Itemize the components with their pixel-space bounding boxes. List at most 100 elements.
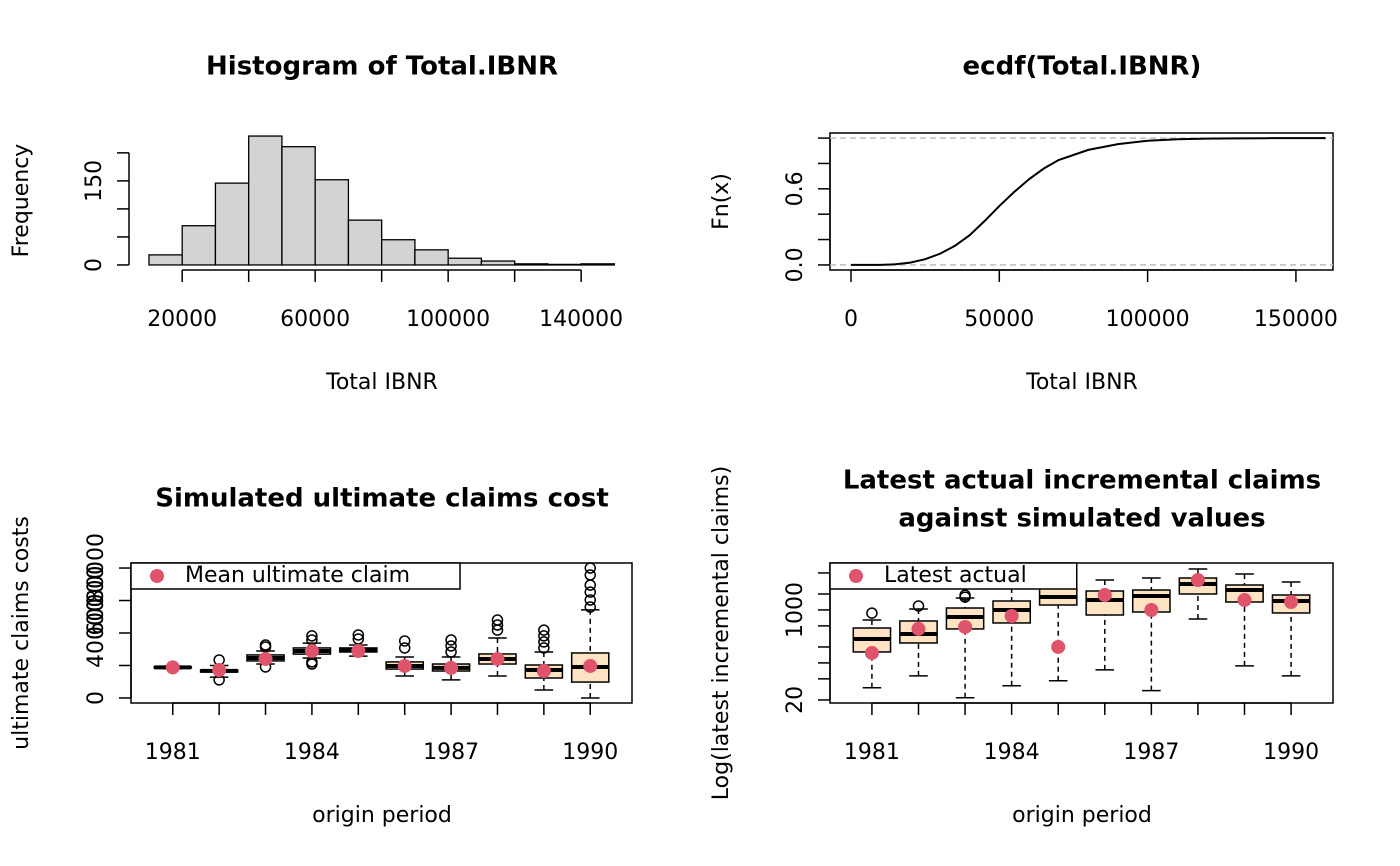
- x-tick-label: 1984: [284, 740, 340, 765]
- legend-label: Latest actual: [884, 563, 1027, 588]
- outlier: [584, 579, 596, 591]
- series-point: [958, 619, 973, 634]
- histogram-bar: [214, 182, 250, 266]
- y-tick-label: 0: [84, 691, 109, 705]
- outlier: [352, 629, 365, 641]
- histogram-bar: [314, 179, 350, 266]
- series-point: [536, 664, 551, 679]
- x-axis-label: Total IBNR: [1025, 370, 1138, 395]
- outlier: [912, 600, 925, 612]
- y-tick-label: 150: [82, 160, 107, 202]
- x-axis-label: origin period: [312, 803, 452, 828]
- y-axis-label: ultimate claims costs: [9, 516, 34, 750]
- series-point: [1051, 639, 1066, 654]
- series-point: [1237, 593, 1252, 608]
- legend-marker: [849, 569, 863, 583]
- outlier: [445, 646, 457, 658]
- histogram-bar: [547, 263, 582, 266]
- outlier: [584, 562, 596, 574]
- y-tick-label: 80000: [84, 533, 109, 603]
- outlier: [538, 642, 550, 654]
- histogram-bar: [381, 239, 416, 266]
- x-tick-label: 100000: [1106, 307, 1190, 332]
- histogram-bar: [447, 257, 483, 266]
- legend-box: [130, 562, 461, 590]
- histogram-bar: [480, 260, 516, 266]
- y-tick-label: 0.0: [783, 247, 808, 282]
- series-point: [1004, 608, 1019, 623]
- series-point: [444, 660, 459, 675]
- series-point: [1097, 588, 1112, 603]
- outlier: [491, 619, 504, 631]
- y-tick-label: 0.6: [783, 171, 808, 206]
- outlier: [584, 601, 596, 613]
- outlier: [398, 635, 411, 647]
- legend-marker: [150, 569, 164, 583]
- y-tick-label: 60000: [84, 566, 109, 636]
- x-tick-label: 20000: [147, 307, 217, 332]
- series-point: [165, 660, 180, 675]
- x-tick-label: 150000: [1254, 307, 1338, 332]
- x-tick-label: 1987: [1123, 740, 1179, 765]
- outlier: [584, 586, 596, 598]
- chart-title: Latest actual incremental claims: [843, 466, 1321, 496]
- outlier: [445, 640, 457, 652]
- outlier: [398, 642, 411, 654]
- series-point: [1190, 573, 1205, 588]
- series-point: [397, 658, 412, 673]
- y-tick-label: 40000: [84, 598, 109, 668]
- histogram-bar: [181, 225, 217, 266]
- histogram-bar: [414, 249, 449, 266]
- series-point: [490, 651, 505, 666]
- x-tick-label: 1984: [984, 740, 1040, 765]
- histogram-bar: [248, 135, 283, 266]
- x-axis-label: Total IBNR: [325, 370, 438, 395]
- x-tick-label: 0: [844, 307, 858, 332]
- series-point: [1284, 594, 1299, 609]
- x-axis-label: origin period: [1012, 803, 1152, 828]
- x-tick-label: 100000: [406, 307, 490, 332]
- outlier: [584, 569, 596, 581]
- series-point: [583, 658, 598, 673]
- chart-title: Simulated ultimate claims cost: [155, 484, 609, 514]
- x-tick-label: 1981: [844, 740, 900, 765]
- y-axis-label: Frequency: [9, 144, 34, 258]
- series-point: [351, 644, 366, 659]
- outlier: [866, 607, 878, 619]
- y-tick-label: 1000: [783, 582, 808, 638]
- histogram-bar: [347, 219, 383, 266]
- x-tick-label: 1981: [145, 740, 201, 765]
- outlier: [306, 630, 318, 642]
- plot-frame: [829, 132, 1334, 271]
- y-tick-label: 0: [82, 258, 107, 272]
- x-tick-label: 1990: [1263, 740, 1319, 765]
- y-tick-label: 20: [783, 686, 808, 714]
- x-tick-label: 1987: [423, 740, 479, 765]
- series-point: [212, 663, 227, 678]
- series-point: [304, 644, 319, 659]
- histogram-bar: [580, 263, 616, 266]
- series-point: [258, 651, 273, 666]
- chart-title: ecdf(Total.IBNR): [963, 52, 1202, 82]
- y-axis-label: Fn(x): [709, 173, 734, 230]
- series-point: [864, 645, 879, 660]
- outlier: [584, 594, 596, 606]
- histogram-bar: [281, 146, 316, 266]
- x-tick-label: 60000: [280, 307, 350, 332]
- outlier: [538, 624, 550, 636]
- outlier: [491, 614, 504, 626]
- histogram-bar: [513, 263, 549, 266]
- x-tick-label: 1990: [562, 740, 618, 765]
- legend-box: [829, 562, 1078, 590]
- chart-title: against simulated values: [898, 504, 1265, 534]
- outlier: [259, 639, 272, 651]
- outlier: [959, 589, 971, 601]
- chart-title: Histogram of Total.IBNR: [206, 52, 558, 82]
- ecdf-line: [851, 137, 1326, 266]
- outlier: [352, 633, 365, 645]
- series-point: [1144, 602, 1159, 617]
- outlier: [445, 634, 457, 646]
- outlier: [538, 636, 550, 648]
